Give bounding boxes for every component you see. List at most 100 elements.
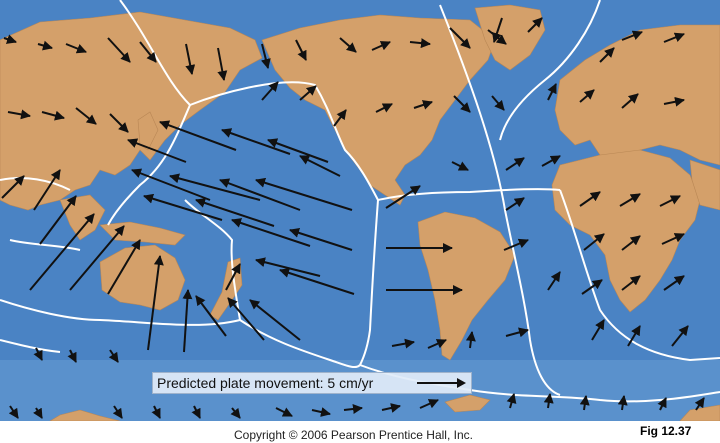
movement-arrows <box>1 17 705 419</box>
arrow <box>663 32 685 43</box>
arrow <box>694 397 705 411</box>
arrow <box>7 109 31 120</box>
arrow <box>621 275 641 291</box>
arrow <box>419 399 439 409</box>
arrow <box>69 225 125 291</box>
arrow <box>249 299 301 341</box>
arrow <box>579 191 601 207</box>
arrow <box>663 275 685 291</box>
arrow <box>391 338 415 349</box>
arrow <box>333 109 347 127</box>
figure-label: Fig 12.37 <box>640 424 692 438</box>
footer <box>0 421 720 443</box>
arrow <box>139 41 157 63</box>
arrow <box>659 195 681 207</box>
legend-box: Predicted plate movement: 5 cm/yr <box>152 372 472 394</box>
arrow <box>33 347 43 361</box>
antarctica-peninsula <box>444 394 491 413</box>
arrow <box>505 327 529 338</box>
greenland <box>474 4 546 71</box>
arrow <box>267 138 329 163</box>
arrow <box>255 177 353 211</box>
arrow <box>143 193 223 221</box>
arrow <box>491 95 505 111</box>
arrow <box>543 393 554 409</box>
arrow <box>579 395 590 411</box>
arrow <box>547 83 557 101</box>
arrow <box>427 339 447 349</box>
arrow <box>147 255 164 351</box>
arrow <box>503 238 529 251</box>
arrow <box>221 128 291 155</box>
arrow <box>195 198 275 227</box>
arrow <box>619 193 641 207</box>
arrow <box>381 403 401 413</box>
arrow <box>195 295 227 337</box>
arrow <box>37 40 53 51</box>
arrow <box>230 407 241 419</box>
arrow <box>185 43 196 75</box>
antarctica-edge-right <box>679 404 720 421</box>
arrow <box>581 279 603 295</box>
arrow <box>385 185 421 209</box>
arrow <box>225 263 241 291</box>
arrow <box>3 34 17 44</box>
arrow <box>67 349 77 363</box>
arrow <box>375 103 393 113</box>
arrow <box>112 405 123 419</box>
arrow <box>217 47 228 81</box>
arrow <box>41 110 65 121</box>
arrow <box>492 17 503 43</box>
arrow <box>289 228 353 251</box>
arrow <box>131 168 211 201</box>
arrow <box>591 319 605 341</box>
arrow <box>413 100 433 110</box>
arrow <box>621 235 641 251</box>
plate-boundaries <box>0 0 720 403</box>
arrow <box>231 218 311 247</box>
arrow <box>371 41 391 51</box>
arrow <box>547 271 561 291</box>
arrow <box>599 47 615 63</box>
arrow <box>1 175 25 199</box>
arrow <box>107 239 141 295</box>
arrow <box>261 81 279 101</box>
arrow <box>109 113 129 133</box>
arrow <box>65 43 87 54</box>
arrow <box>621 30 643 41</box>
arrow <box>127 138 187 163</box>
arrow <box>661 233 685 245</box>
arrow <box>451 161 469 171</box>
arrow <box>191 405 201 419</box>
arrow <box>33 407 43 419</box>
arrow <box>151 405 161 419</box>
arrow <box>339 37 357 53</box>
arrow <box>505 157 525 171</box>
right-arrow-icon <box>417 378 466 388</box>
arrow <box>39 195 77 245</box>
arrow <box>8 405 19 419</box>
arrow <box>617 395 628 411</box>
arrow <box>295 39 307 61</box>
antarctica-edge <box>49 409 121 421</box>
arrow <box>621 93 639 109</box>
arrow <box>75 107 97 125</box>
arrow <box>505 197 525 211</box>
plate-movement-map <box>0 0 720 421</box>
arrow <box>449 27 471 49</box>
arabia <box>689 159 720 211</box>
copyright-text: Copyright © 2006 Pearson Prentice Hall, … <box>234 428 473 442</box>
arrow <box>299 155 341 177</box>
eurasia <box>0 11 263 211</box>
arrow <box>299 85 317 101</box>
arrow <box>182 289 193 353</box>
arrow <box>343 404 363 414</box>
japan <box>137 111 159 151</box>
arrow <box>33 169 61 211</box>
arrow <box>583 233 605 251</box>
arrow <box>465 331 476 349</box>
arrow <box>169 173 261 201</box>
arrow <box>279 268 355 295</box>
arrow <box>627 325 641 347</box>
arrow <box>453 95 471 113</box>
